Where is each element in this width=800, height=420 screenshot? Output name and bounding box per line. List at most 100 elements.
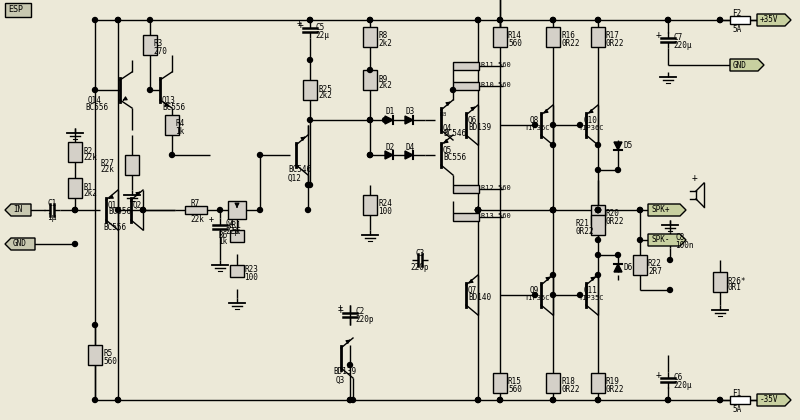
Polygon shape [385, 116, 393, 124]
Bar [165, 115, 179, 135]
Text: +: + [656, 370, 662, 380]
Bar [591, 205, 605, 225]
Circle shape [307, 118, 313, 123]
Circle shape [307, 183, 313, 187]
Text: BC556: BC556 [103, 223, 126, 233]
Circle shape [578, 123, 582, 128]
Text: R18: R18 [561, 378, 575, 386]
Circle shape [93, 87, 98, 92]
Circle shape [306, 183, 310, 187]
Circle shape [550, 207, 555, 213]
Text: Q3: Q3 [336, 375, 346, 384]
Text: 100: 100 [378, 207, 392, 215]
Text: C7: C7 [673, 32, 682, 42]
Polygon shape [405, 151, 413, 159]
Text: -35V: -35V [760, 396, 778, 404]
Text: R2: R2 [83, 147, 92, 155]
Text: 2k2: 2k2 [378, 39, 392, 47]
Circle shape [73, 207, 78, 213]
Bar [546, 27, 560, 47]
Circle shape [550, 397, 555, 402]
Text: D1: D1 [385, 108, 394, 116]
Text: R27: R27 [100, 158, 114, 168]
Circle shape [595, 18, 601, 23]
Bar [363, 27, 377, 47]
Text: SPK-: SPK- [651, 236, 670, 244]
Text: GND: GND [13, 239, 27, 249]
Circle shape [115, 18, 121, 23]
Circle shape [115, 397, 121, 402]
Bar [493, 373, 507, 393]
Circle shape [307, 58, 313, 63]
Circle shape [367, 152, 373, 158]
Circle shape [666, 397, 670, 402]
Text: 220µ: 220µ [673, 40, 691, 50]
Circle shape [595, 168, 601, 173]
Text: Q2: Q2 [133, 200, 142, 210]
Text: C1: C1 [47, 199, 57, 207]
Circle shape [307, 18, 313, 23]
Circle shape [718, 18, 722, 23]
Text: 0R22: 0R22 [606, 384, 625, 394]
Circle shape [141, 207, 146, 213]
Circle shape [666, 18, 670, 23]
Text: SPK+: SPK+ [651, 205, 670, 215]
Text: Q5: Q5 [443, 145, 452, 155]
Circle shape [347, 397, 353, 402]
Circle shape [595, 397, 601, 402]
Text: Q13: Q13 [162, 95, 176, 105]
Text: R12 560: R12 560 [481, 185, 510, 191]
Polygon shape [757, 394, 791, 406]
Text: IN: IN [13, 205, 22, 215]
Text: R19: R19 [606, 378, 620, 386]
Circle shape [595, 273, 601, 278]
Circle shape [595, 207, 601, 213]
Text: R26*: R26* [728, 276, 746, 286]
Text: 1µ: 1µ [47, 213, 57, 223]
Circle shape [475, 207, 481, 213]
Circle shape [350, 397, 355, 402]
Text: C2: C2 [355, 307, 364, 317]
Circle shape [367, 152, 373, 158]
Bar [228, 201, 246, 219]
Circle shape [666, 18, 670, 23]
Bar [68, 142, 82, 162]
Circle shape [73, 241, 78, 247]
Text: D2: D2 [385, 142, 394, 152]
Circle shape [595, 207, 601, 213]
Circle shape [550, 207, 555, 213]
Text: 5A: 5A [732, 404, 742, 414]
Text: R24: R24 [378, 200, 392, 208]
Circle shape [498, 397, 502, 402]
Text: F2: F2 [732, 8, 742, 18]
Text: Q4: Q4 [443, 123, 452, 132]
Circle shape [638, 207, 642, 213]
Polygon shape [385, 151, 393, 159]
Text: TIP35C: TIP35C [579, 295, 605, 301]
Text: 0R22: 0R22 [561, 39, 579, 47]
Circle shape [475, 18, 481, 23]
Text: 560: 560 [508, 39, 522, 47]
Text: R13 560: R13 560 [481, 213, 510, 219]
Text: TIP35C: TIP35C [525, 295, 550, 301]
Text: D5: D5 [623, 142, 632, 150]
Circle shape [307, 18, 313, 23]
Text: R4: R4 [175, 120, 184, 129]
Text: +: + [297, 19, 302, 29]
Circle shape [550, 207, 555, 213]
Text: TIP36C: TIP36C [525, 125, 550, 131]
Circle shape [115, 18, 121, 23]
Circle shape [170, 152, 174, 158]
Text: R7: R7 [190, 200, 199, 208]
Polygon shape [614, 142, 622, 150]
Bar [303, 80, 317, 100]
Bar [453, 62, 479, 70]
Text: 220p: 220p [355, 315, 374, 325]
Text: R20: R20 [606, 210, 620, 218]
Text: R14: R14 [508, 32, 522, 40]
Text: R10 560: R10 560 [481, 82, 510, 88]
Circle shape [595, 207, 601, 213]
Circle shape [498, 397, 502, 402]
Text: R8: R8 [378, 32, 387, 40]
Text: 0R22: 0R22 [606, 39, 625, 47]
